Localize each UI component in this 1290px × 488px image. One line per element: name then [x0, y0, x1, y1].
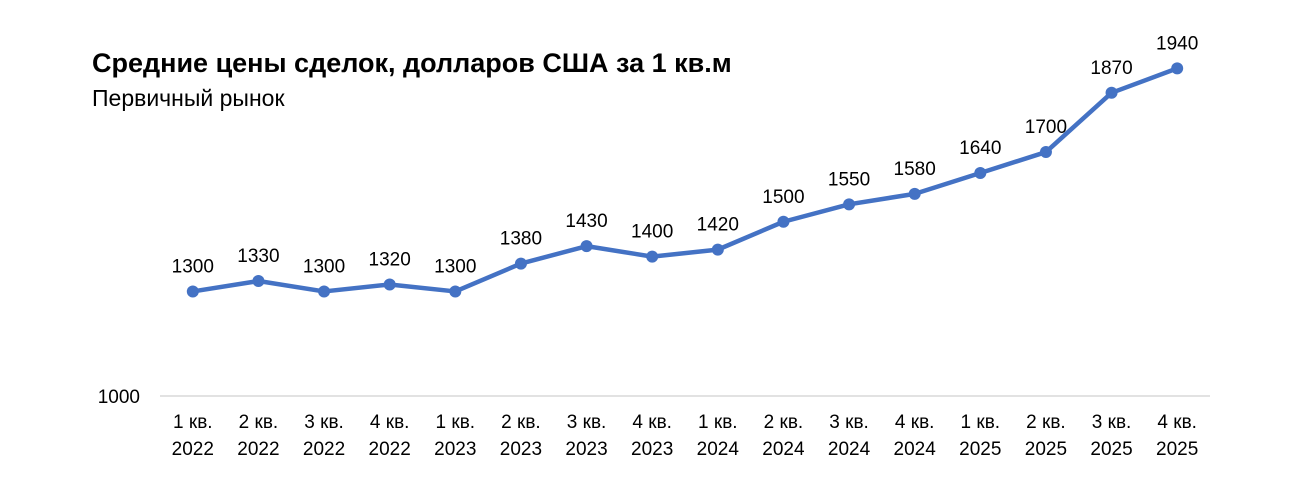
x-tick-label-year: 2025: [959, 439, 1001, 460]
data-label: 1640: [959, 138, 1001, 159]
data-point: [1171, 62, 1184, 75]
data-label: 1330: [237, 246, 279, 267]
x-tick-label-quarter: 4 кв.: [370, 412, 410, 433]
y-tick-label: 1000: [98, 387, 140, 408]
x-tick-label-quarter: 2 кв.: [1026, 412, 1066, 433]
chart-subtitle: Первичный рынок: [92, 85, 285, 111]
x-tick-label-year: 2025: [1090, 439, 1132, 460]
data-label: 1320: [369, 249, 411, 270]
data-labels-group: 1300 1330 1300 1320 1300 1380 1430 1400 1420 1500…: [172, 33, 1199, 277]
x-tick-label-quarter: 3 кв.: [567, 412, 607, 433]
data-point: [318, 285, 331, 298]
x-tick-label-quarter: 1 кв.: [173, 412, 213, 433]
data-label: 1420: [697, 215, 739, 236]
data-label: 1700: [1025, 117, 1067, 138]
x-tick-label-quarter: 1 кв.: [961, 412, 1001, 433]
data-label: 1500: [762, 187, 804, 208]
x-tick-label-year: 2024: [894, 439, 937, 460]
data-point: [449, 285, 462, 298]
data-point: [383, 278, 396, 291]
x-tick-label-quarter: 1 кв.: [436, 412, 476, 433]
x-tick-label-year: 2025: [1156, 439, 1198, 460]
x-tick-label-quarter: 4 кв.: [1157, 412, 1197, 433]
x-tick-label-year: 2023: [434, 439, 476, 460]
series-line: [192, 66, 1178, 294]
x-tick-label-year: 2022: [172, 439, 214, 460]
x-tick-label-year: 2024: [762, 439, 805, 460]
data-point: [514, 257, 527, 270]
data-point: [646, 250, 659, 263]
x-tick-label-quarter: 2 кв.: [239, 412, 279, 433]
x-tick-label-year: 2022: [369, 439, 411, 460]
x-tick-label-quarter: 1 кв.: [698, 412, 738, 433]
series-group: [186, 62, 1184, 298]
data-label: 1380: [500, 229, 542, 250]
data-label: 1300: [303, 256, 345, 277]
x-tick-label-quarter: 3 кв.: [304, 412, 344, 433]
x-tick-label-year: 2025: [1025, 439, 1067, 460]
data-point: [580, 240, 593, 253]
x-tick-label-year: 2022: [303, 439, 345, 460]
x-tick-label-quarter: 2 кв.: [501, 412, 541, 433]
data-label: 1580: [894, 159, 936, 180]
x-tick-label-year: 2023: [500, 439, 542, 460]
x-tick-label-year: 2023: [631, 439, 673, 460]
data-point: [1039, 146, 1052, 159]
x-tick-label-quarter: 3 кв.: [829, 412, 869, 433]
x-tick-label-quarter: 3 кв.: [1092, 412, 1132, 433]
data-point: [252, 274, 265, 287]
chart-title: Средние цены сделок, долларов США за 1 к…: [92, 48, 732, 78]
data-label: 1870: [1090, 58, 1132, 79]
data-point: [777, 215, 790, 228]
data-point: [186, 285, 199, 298]
data-point: [974, 166, 987, 179]
data-label: 1940: [1156, 33, 1198, 54]
data-label: 1400: [631, 222, 673, 243]
data-point: [843, 198, 856, 211]
x-tick-label-year: 2024: [828, 439, 871, 460]
data-label: 1300: [434, 256, 476, 277]
x-tick-labels-group: 1 кв. 2022 2 кв. 2022 3 кв. 2022 4 кв. 2022 1 кв…: [172, 412, 1199, 460]
data-point: [711, 243, 724, 256]
x-tick-label-year: 2024: [697, 439, 740, 460]
x-tick-label-quarter: 2 кв.: [764, 412, 804, 433]
data-point: [1105, 86, 1118, 99]
data-label: 1300: [172, 256, 214, 277]
data-label: 1550: [828, 169, 870, 190]
x-tick-label-quarter: 4 кв.: [632, 412, 672, 433]
x-tick-label-quarter: 4 кв.: [895, 412, 935, 433]
x-tick-label-year: 2023: [565, 439, 607, 460]
data-point: [908, 187, 921, 200]
data-label: 1430: [565, 211, 607, 232]
x-tick-label-year: 2022: [237, 439, 279, 460]
